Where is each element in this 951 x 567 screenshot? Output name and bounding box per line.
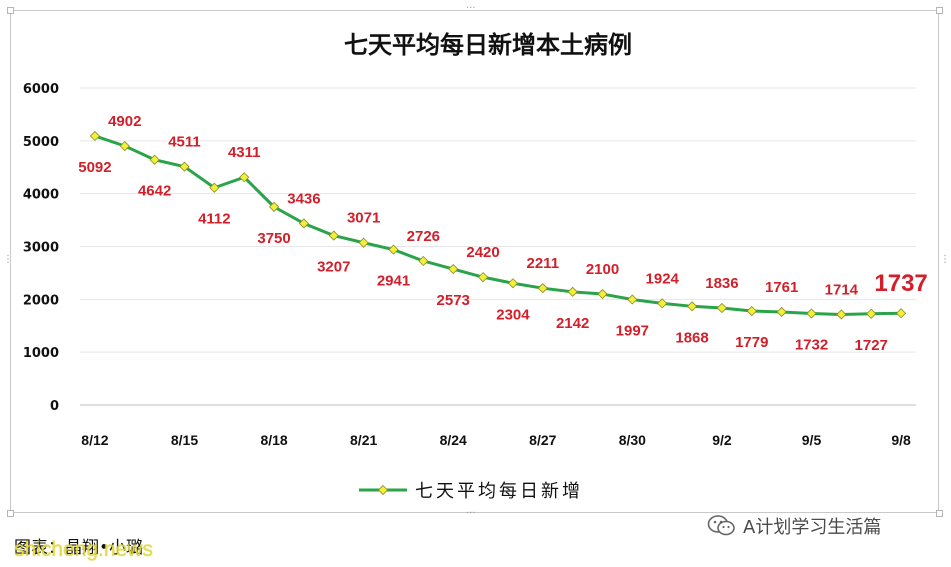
data-point: [537, 283, 548, 294]
data-point: [209, 182, 220, 193]
data-point: [746, 305, 757, 317]
data-label: 1732: [795, 336, 828, 353]
line-chart: 七天平均每日新增本土病例 0 1000 2000 3000 4000 5000 6000 8/1…: [23, 31, 928, 502]
grip-right[interactable]: ⋮: [940, 254, 950, 265]
data-label: 1727: [855, 337, 888, 354]
grip-bottom[interactable]: ···: [466, 508, 476, 519]
grip-left[interactable]: ⋮: [3, 254, 13, 265]
data-label: 2100: [586, 261, 619, 278]
data-point: [119, 140, 130, 152]
data-label: 5092: [78, 159, 111, 176]
data-label: 2573: [437, 292, 470, 309]
data-point: [866, 308, 877, 319]
data-label: 3436: [287, 190, 320, 207]
grip-top[interactable]: ···: [466, 3, 476, 14]
y-tick-label: 3000: [23, 241, 59, 256]
data-point: [776, 306, 787, 318]
data-point: [149, 154, 160, 165]
data-point: [89, 130, 100, 142]
x-tick-label: 8/30: [619, 432, 646, 448]
data-label: 3750: [257, 230, 290, 247]
x-tick-label: 8/12: [81, 432, 108, 448]
channel-watermark: A计划学习生活篇: [707, 513, 881, 539]
data-point: [478, 272, 489, 283]
data-label: 2142: [556, 315, 589, 332]
data-point: [507, 278, 518, 289]
series-line: [94, 134, 902, 316]
data-label: 2211: [527, 255, 560, 272]
y-tick-label: 5000: [23, 135, 59, 150]
data-point: [716, 302, 727, 314]
data-point: [269, 201, 280, 212]
data-point: [657, 298, 668, 309]
chart-title: 七天平均每日新增本土病例: [344, 31, 632, 59]
x-tick-label: 8/27: [529, 432, 556, 448]
chart-frame: 七天平均每日新增本土病例 0 1000 2000 3000 4000 5000 6000 8/1…: [10, 10, 939, 513]
data-label: 2726: [407, 228, 440, 245]
data-label: 4902: [108, 113, 141, 130]
data-label: 2420: [466, 244, 499, 261]
y-tick-label: 0: [50, 399, 59, 414]
data-label: 3071: [347, 210, 380, 227]
channel-name: A计划学习生活篇: [743, 517, 882, 538]
x-tick-label: 9/5: [802, 432, 822, 448]
data-label: 1779: [735, 334, 768, 351]
data-point: [239, 172, 250, 183]
data-label: 1836: [705, 275, 738, 292]
chart-caption: 图表：晶翔•小璐: [14, 538, 144, 558]
data-point: [298, 218, 309, 229]
data-point: [567, 286, 578, 297]
data-point: [418, 255, 429, 267]
site-watermark: shicheng.news: [14, 538, 153, 561]
legend-swatch-marker: [377, 484, 389, 496]
y-tick-label: 6000: [23, 82, 59, 97]
x-tick-label: 9/8: [891, 432, 911, 448]
y-tick-label: 1000: [23, 346, 59, 361]
data-point: [896, 308, 907, 319]
data-point: [448, 263, 459, 275]
data-point: [836, 309, 847, 320]
wechat-icon: [707, 515, 735, 536]
x-tick-label: 8/18: [260, 432, 287, 448]
x-tick-label: 9/2: [712, 432, 732, 448]
data-point: [328, 230, 339, 241]
data-label: 4112: [198, 211, 231, 228]
data-label: 1737: [874, 270, 927, 297]
data-label: 1997: [616, 322, 649, 339]
data-point: [687, 301, 698, 312]
data-label: 2941: [377, 273, 410, 290]
data-point: [597, 288, 608, 300]
data-point: [358, 237, 369, 248]
y-tick-label: 2000: [23, 293, 59, 308]
x-tick-label: 8/15: [171, 432, 198, 448]
data-label: 1761: [765, 279, 798, 296]
legend-label: 七天平均每日新增: [415, 481, 583, 502]
data-label: 4511: [168, 134, 201, 151]
resize-handle-bottom-right[interactable]: [936, 510, 943, 517]
data-label: 4311: [228, 144, 261, 161]
data-label: 1714: [825, 281, 859, 298]
data-label: 1924: [646, 270, 680, 287]
resize-handle-bottom-left[interactable]: [7, 510, 14, 517]
data-label: 4642: [138, 183, 171, 200]
data-point: [806, 308, 817, 319]
data-label: 2304: [496, 306, 530, 323]
data-point: [627, 294, 638, 305]
resize-handle-top-right[interactable]: [936, 7, 943, 14]
data-point: [179, 161, 190, 172]
data-label: 1868: [675, 329, 708, 346]
x-tick-label: 8/24: [440, 432, 467, 448]
y-tick-label: 4000: [23, 188, 59, 203]
data-label: 3207: [317, 259, 350, 276]
x-tick-label: 8/21: [350, 432, 377, 448]
data-point: [388, 244, 399, 255]
resize-handle-top-left[interactable]: [7, 7, 14, 14]
